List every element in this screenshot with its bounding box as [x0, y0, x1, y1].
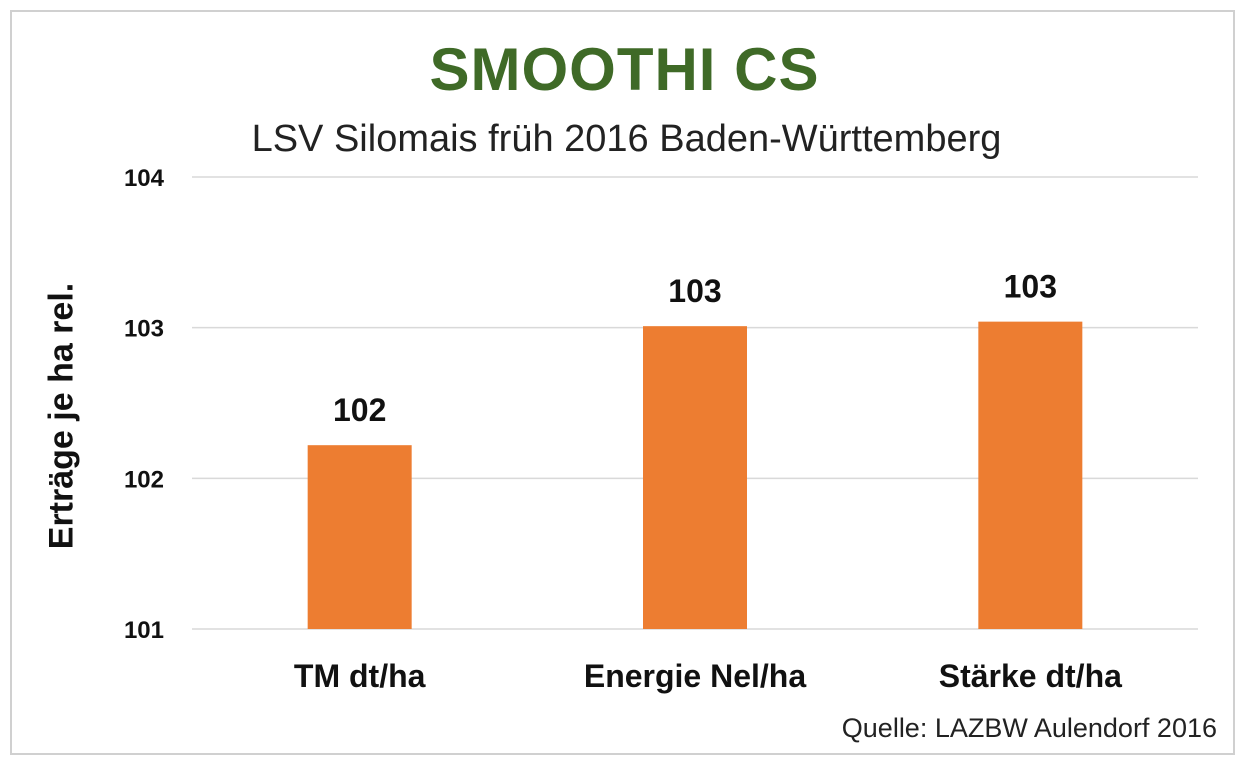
- data-labels: 102 103 103: [333, 269, 1057, 429]
- x-tick-label: Energie Nel/ha: [584, 658, 807, 694]
- chart-subtitle: LSV Silomais früh 2016 Baden-Württemberg: [251, 118, 1002, 160]
- x-tick-label: TM dt/ha: [294, 658, 426, 694]
- bar: [643, 326, 747, 629]
- x-tick-label: Stärke dt/ha: [939, 658, 1122, 694]
- x-axis-ticks: TM dt/ha Energie Nel/ha Stärke dt/ha: [294, 658, 1122, 694]
- y-tick-label: 103: [124, 316, 164, 343]
- y-tick-label: 101: [124, 617, 164, 644]
- source-note: Quelle: LAZBW Aulendorf 2016: [841, 713, 1217, 743]
- bar: [978, 321, 1083, 629]
- data-label: 103: [668, 273, 721, 309]
- bars: [307, 321, 1083, 629]
- y-tick-label: 102: [124, 466, 164, 493]
- data-label: 103: [1004, 269, 1057, 305]
- y-axis-ticks: 101 102 103 104: [124, 165, 165, 644]
- bar: [307, 445, 412, 629]
- chart-title: SMOOTHI CS: [429, 36, 820, 103]
- y-tick-label: 104: [124, 165, 165, 192]
- data-label: 102: [333, 392, 386, 428]
